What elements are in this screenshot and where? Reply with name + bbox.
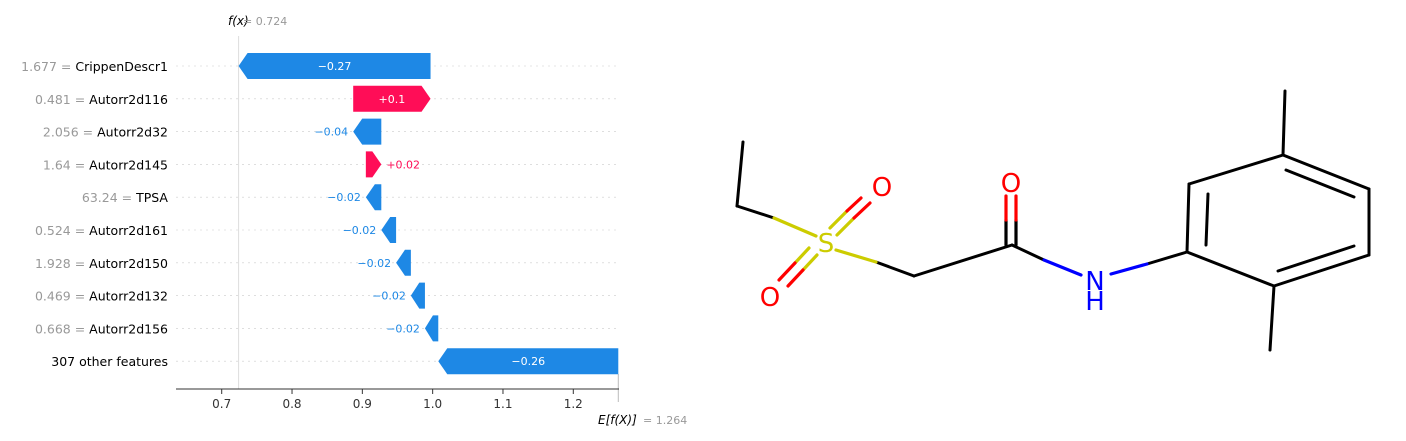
bar-value-label: +0.02 (386, 158, 420, 171)
feature-label: 1.677 = CrippenDescr1 (21, 59, 168, 74)
bar-value-label: −0.02 (343, 224, 377, 237)
fx-label: f(x) (228, 14, 249, 28)
bond-s-left (772, 216, 818, 238)
bond-ring-6 (1185, 250, 1276, 288)
bond-n-right (1109, 262, 1149, 276)
bar-value-label: −0.02 (327, 191, 361, 204)
bar-value-label: −0.27 (318, 60, 352, 73)
bar-value-label: +0.1 (379, 93, 406, 106)
bar-value-label: −0.26 (511, 355, 545, 368)
bond-ring-2 (1187, 153, 1285, 186)
x-tick-label: 0.8 (282, 397, 301, 411)
waterfall-bar (438, 348, 619, 375)
feature-label: 1.64 = Autorr2d145 (43, 157, 168, 172)
feature-label: 0.668 = Autorr2d156 (35, 321, 168, 336)
feature-label: 307 other features (51, 354, 168, 369)
bond-so-upper-a (828, 209, 849, 230)
waterfall-bar (410, 282, 425, 309)
atom-n: N (1085, 267, 1104, 297)
waterfall-bar (365, 184, 382, 211)
bond-ethyl-2 (735, 204, 776, 220)
bond-ch2-1 (874, 260, 916, 278)
feature-name: Autorr2d150 (89, 256, 168, 271)
bond-ring-3 (1281, 153, 1371, 191)
feature-name: Autorr2d116 (89, 92, 168, 107)
feature-name: CrippenDescr1 (75, 59, 168, 74)
bond-n-ring (1145, 250, 1189, 266)
bond-methyl-bottom (1268, 284, 1276, 352)
feature-value: 0.481 = (35, 92, 89, 107)
feature-value: 63.24 = (82, 190, 136, 205)
bar-value-label: −0.02 (357, 257, 391, 270)
waterfall-bar (381, 217, 397, 243)
fx-value: = 0.724 (243, 15, 287, 28)
bond-s-right (834, 248, 878, 264)
feature-label: 0.524 = Autorr2d161 (35, 223, 168, 238)
feature-value: 0.668 = (35, 321, 89, 336)
atom-s: S (818, 229, 835, 259)
feature-name: Autorr2d132 (89, 289, 168, 304)
feature-label: 2.056 = Autorr2d32 (43, 125, 168, 140)
x-tick-label: 1.0 (423, 397, 442, 411)
feature-label: 0.469 = Autorr2d132 (35, 289, 168, 304)
feature-name: TPSA (135, 190, 168, 205)
atom-o-lower: O (760, 283, 780, 313)
feature-value: 1.928 = (35, 256, 89, 271)
feature-value: 1.677 = (21, 59, 75, 74)
feature-value: 2.056 = (43, 125, 97, 140)
bond-carbonyl-n (1010, 243, 1046, 262)
bond-ring-5 (1272, 253, 1371, 288)
waterfall-bar (424, 315, 439, 342)
x-tick-label: 0.7 (212, 397, 231, 411)
shap-waterfall-chart: f(x) = 0.724 E[f(X)] = 1.264 −0.27 1.677 … (21, 14, 687, 427)
feature-name: Autorr2d32 (97, 125, 168, 140)
atom-h: H (1085, 287, 1105, 317)
atom-o-carbonyl: O (1001, 169, 1021, 199)
bond-so-upper-c (835, 216, 856, 237)
feature-label: 63.24 = TPSA (82, 190, 169, 205)
bond-ring-inner-1 (1204, 192, 1210, 247)
waterfall-bar (396, 249, 411, 276)
bar-value-label: −0.04 (314, 126, 348, 139)
bond-n-left (1042, 258, 1083, 277)
waterfall-bar (353, 118, 382, 145)
bar-value-label: −0.02 (386, 322, 420, 335)
bond-so-upper-d (852, 201, 872, 220)
molecule-structure: O O S O N H (735, 89, 1371, 352)
x-tick-label: 0.9 (353, 397, 372, 411)
bond-ch2-2 (912, 243, 1014, 278)
feature-label: 1.928 = Autorr2d150 (35, 256, 168, 271)
waterfall-bar (238, 53, 431, 79)
bond-ring-1 (1185, 182, 1191, 254)
bond-so-lower-a (793, 246, 811, 265)
feature-name: Autorr2d145 (89, 157, 168, 172)
feature-name: Autorr2d156 (89, 321, 168, 336)
bond-so-lower-d (786, 268, 805, 288)
bond-so-upper-b (845, 196, 863, 213)
ex-label: E[f(X)] (598, 413, 637, 427)
waterfall-bar (353, 85, 431, 112)
ex-value: = 1.264 (643, 414, 687, 427)
x-tick-label: 1.1 (493, 397, 512, 411)
atom-o-upper: O (872, 173, 892, 203)
feature-name: Autorr2d161 (89, 223, 168, 238)
feature-label: 0.481 = Autorr2d116 (35, 92, 168, 107)
bar-value-label: −0.02 (372, 290, 406, 303)
feature-value: 1.64 = (43, 157, 89, 172)
feature-name: 307 other features (51, 354, 168, 369)
feature-value: 0.524 = (35, 223, 89, 238)
bond-ring-inner-2 (1284, 168, 1356, 199)
x-tick-label: 1.2 (564, 397, 583, 411)
bond-so-lower-c (801, 253, 819, 272)
bond-so-lower-b (777, 261, 797, 282)
feature-value: 0.469 = (35, 289, 89, 304)
bond-ring-inner-3 (1276, 244, 1356, 273)
bond-methyl-top (1281, 89, 1287, 157)
waterfall-bar (365, 151, 382, 178)
bond-ethyl-1 (735, 140, 745, 208)
